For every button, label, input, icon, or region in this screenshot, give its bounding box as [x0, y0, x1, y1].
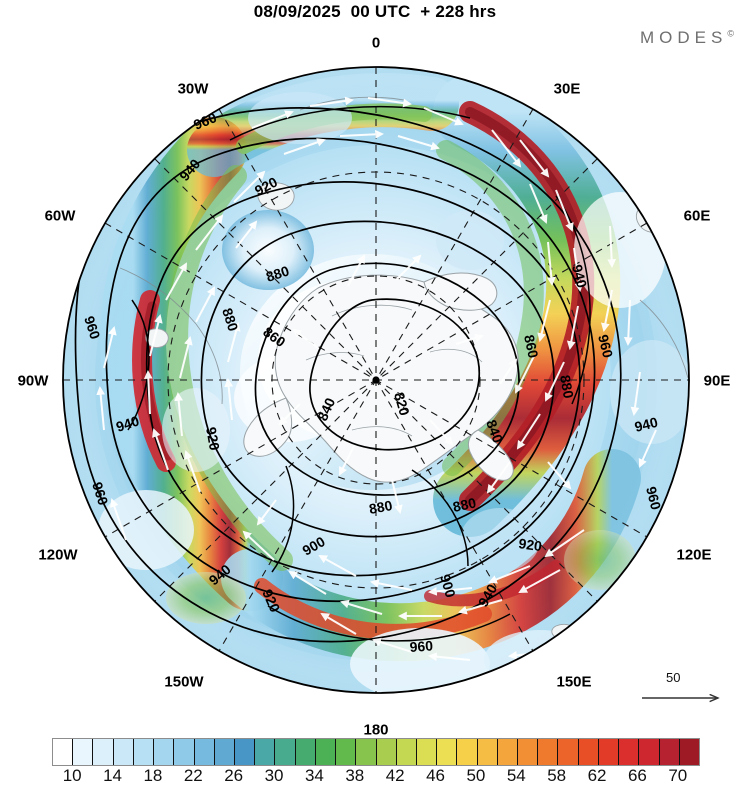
- colorbar-cell: [356, 739, 377, 765]
- colorbar-tick-label: 10: [62, 766, 82, 785]
- svg-text:880: 880: [219, 306, 242, 333]
- colorbar-cell: [154, 739, 175, 765]
- colorbar-cell: [275, 739, 296, 765]
- svg-text:880: 880: [557, 374, 577, 400]
- colorbar-cell: [214, 739, 235, 765]
- ice-shelf-outline: [305, 304, 483, 437]
- lon-label-120e: 120E: [676, 546, 712, 564]
- colorbar-cell: [194, 739, 215, 765]
- colorbar[interactable]: 10 14 18 22 26 30 34 38 42 46 50 54 58 62 66 70: [0, 726, 750, 785]
- svg-text:960: 960: [409, 637, 434, 655]
- modes-logo-text: MODES: [640, 28, 728, 47]
- colorbar-cells[interactable]: [52, 738, 700, 766]
- colorbar-cell: [336, 739, 357, 765]
- globe-outline: [62, 66, 690, 694]
- colorbar-cell: [639, 739, 660, 765]
- svg-text:880: 880: [368, 497, 394, 517]
- colorbar-cell: [234, 739, 256, 765]
- colorbar-tick-label: 42: [385, 766, 405, 785]
- colorbar-cell: [133, 739, 155, 765]
- reference-vector-arrow: [642, 672, 732, 712]
- svg-text:960: 960: [595, 333, 616, 360]
- lon-label-180: 180: [363, 721, 389, 739]
- colorbar-cell: [174, 739, 195, 765]
- lon-label-150e: 150E: [556, 673, 592, 691]
- colorbar-cell: [53, 739, 74, 765]
- colorbar-cell: [518, 739, 539, 765]
- lon-label-60w: 60W: [44, 207, 76, 225]
- colorbar-tick-label: 26: [224, 766, 244, 785]
- lon-label-30w: 30W: [177, 80, 209, 98]
- colorbar-cell: [376, 739, 397, 765]
- colorbar-tick-label: 38: [345, 766, 365, 785]
- colorbar-cell: [457, 739, 478, 765]
- colorbar-cell: [659, 739, 680, 765]
- colorbar-tick-label: 58: [547, 766, 567, 785]
- colorbar-cell: [93, 739, 114, 765]
- svg-text:940: 940: [633, 414, 660, 435]
- colorbar-cell: [578, 739, 599, 765]
- colorbar-cell: [679, 739, 699, 765]
- colorbar-tick-label: 14: [103, 766, 123, 785]
- copyright-icon: ©: [727, 28, 734, 39]
- colorbar-tick-label: 46: [426, 766, 446, 785]
- continental-coastlines: [119, 96, 689, 405]
- svg-text:880: 880: [264, 262, 291, 285]
- colorbar-cell: [619, 739, 640, 765]
- colorbar-ticks: 10 14 18 22 26 30 34 38 42 46 50 54 58 62 66 70: [0, 766, 750, 786]
- lon-label-90e: 90E: [703, 372, 731, 390]
- svg-text:940: 940: [114, 412, 141, 435]
- lon-label-30e: 30E: [553, 80, 581, 98]
- wind-vectors: [96, 96, 657, 662]
- lon-label-60e: 60E: [683, 207, 711, 225]
- svg-text:820: 820: [391, 390, 413, 417]
- colorbar-tick-label: 70: [668, 766, 688, 785]
- colorbar-cell: [295, 739, 316, 765]
- polar-map[interactable]: 960 940 920 880 880 860 960 960 940 920 …: [0, 0, 750, 739]
- antarctica-coastline: [243, 272, 519, 483]
- svg-text:840: 840: [483, 418, 506, 446]
- colorbar-cell: [73, 739, 94, 765]
- lon-label-0: 0: [371, 34, 381, 52]
- polar-map-canvas: 960 940 920 880 880 860 960 960 940 920 …: [62, 66, 690, 694]
- colorbar-tick-label: 62: [587, 766, 607, 785]
- lon-label-120w: 120W: [38, 546, 78, 564]
- svg-text:860: 860: [521, 333, 542, 359]
- svg-text:960: 960: [89, 480, 112, 507]
- page-title: 08/09/2025 00 UTC + 228 hrs: [253, 2, 497, 21]
- colorbar-tick-label: 50: [466, 766, 486, 785]
- colorbar-cell: [113, 739, 134, 765]
- lon-label-150w: 150W: [164, 673, 204, 691]
- svg-text:880: 880: [451, 494, 477, 515]
- reference-vector: 50: [640, 670, 732, 712]
- colorbar-cell: [396, 739, 417, 765]
- colorbar-tick-label: 34: [304, 766, 324, 785]
- colorbar-cell: [477, 739, 498, 765]
- colorbar-cell: [538, 739, 559, 765]
- colorbar-cell: [416, 739, 438, 765]
- colorbar-tick-label: 22: [183, 766, 203, 785]
- colorbar-tick-label: 18: [143, 766, 163, 785]
- svg-text:960: 960: [643, 485, 664, 512]
- contour-segments: [127, 105, 591, 642]
- svg-text:940: 940: [569, 263, 590, 290]
- reference-vector-label: 50: [666, 670, 681, 685]
- colorbar-tick-label: 66: [627, 766, 647, 785]
- colorbar-cell: [497, 739, 519, 765]
- colorbar-cell: [255, 739, 276, 765]
- modes-logo: MODES©: [640, 28, 734, 48]
- svg-text:900: 900: [437, 572, 459, 599]
- lon-label-90w: 90W: [17, 372, 49, 390]
- colorbar-cell: [437, 739, 458, 765]
- svg-text:920: 920: [203, 426, 223, 452]
- colorbar-cell: [315, 739, 337, 765]
- south-pole-marker: [372, 376, 380, 384]
- colorbar-cell: [558, 739, 579, 765]
- colorbar-tick-label: 30: [264, 766, 284, 785]
- svg-text:960: 960: [81, 314, 104, 341]
- colorbar-cell: [598, 739, 620, 765]
- colorbar-tick-label: 54: [506, 766, 526, 785]
- svg-text:920: 920: [518, 535, 544, 554]
